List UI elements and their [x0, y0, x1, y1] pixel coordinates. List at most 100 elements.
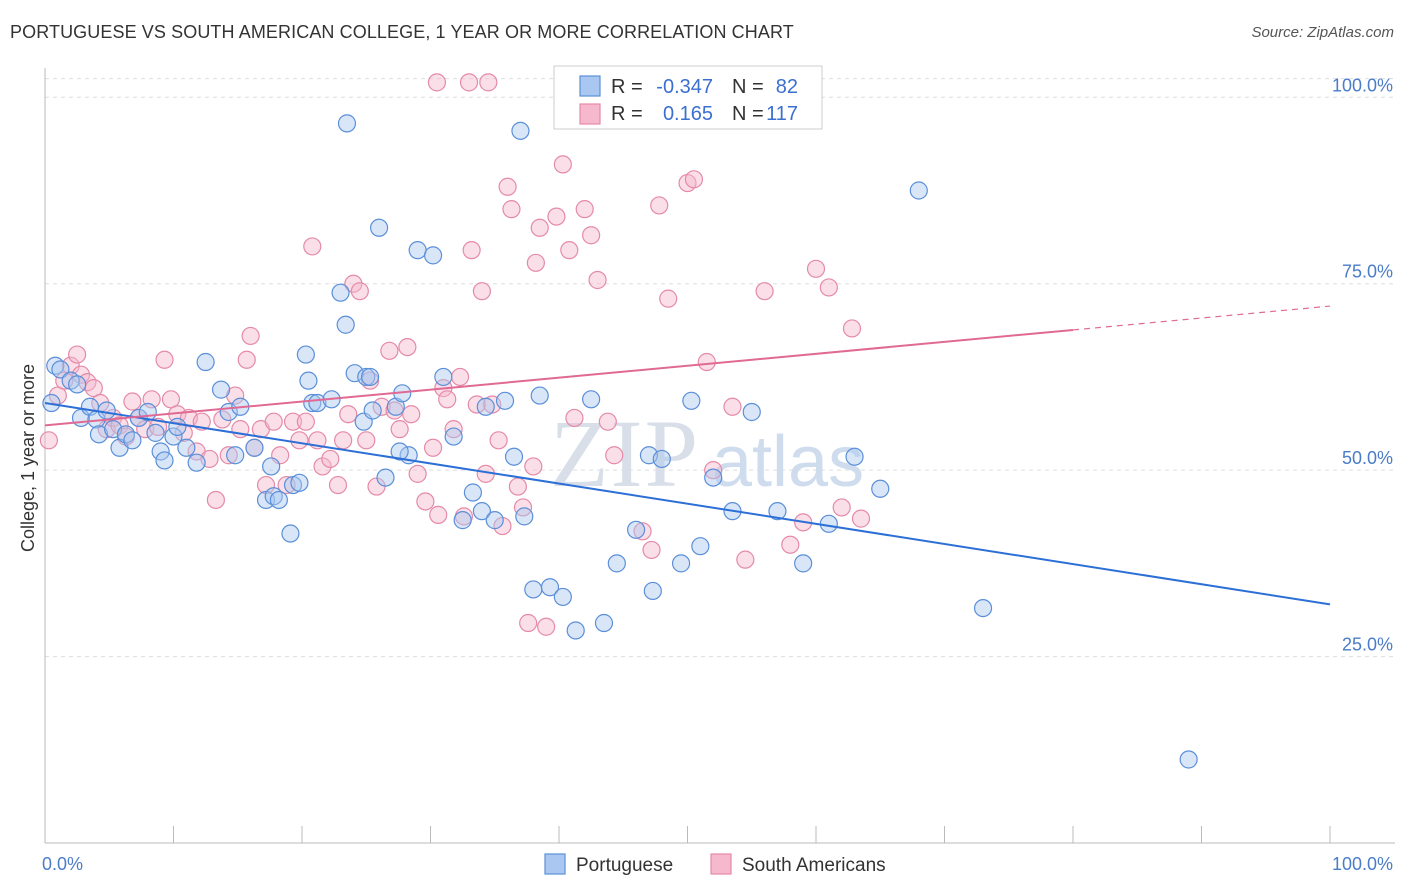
south-americans-point-5: [71, 365, 91, 384]
south-americans-trend-extension: [1072, 305, 1331, 331]
stats-legend: R = -0.347 N = 82 R = 0.165 N = 117: [553, 65, 823, 130]
south-americans-point-113: [427, 73, 447, 92]
portuguese-point-21: [177, 438, 196, 457]
series-legend: Portuguese South Americans: [544, 853, 886, 876]
south-americans-point-18: [155, 350, 174, 369]
south-americans-point-108: [806, 259, 826, 278]
south-americans-point-42: [303, 237, 322, 256]
south-americans-point-106: [781, 535, 800, 554]
portuguese-point-65: [515, 507, 534, 526]
south-americans-point-103: [723, 397, 742, 416]
south-americans-points: [39, 69, 871, 636]
portuguese-point-59: [463, 483, 483, 502]
watermark: ZIP atlas: [550, 400, 864, 507]
portuguese-point-18: [155, 451, 174, 470]
south-americans-point-98: [659, 289, 678, 308]
portuguese-point-37: [299, 371, 318, 390]
south-americans-point-83: [537, 617, 556, 636]
south-americans-point-104: [736, 550, 755, 569]
south-americans-r-value: 0.165: [663, 103, 713, 125]
portuguese-n-value: 82: [776, 76, 798, 98]
portuguese-points: [42, 114, 1198, 769]
portuguese-point-56: [434, 367, 453, 387]
chart-title: PORTUGUESE VS SOUTH AMERICAN COLLEGE, 1 …: [10, 22, 794, 42]
portuguese-point-53: [390, 442, 409, 461]
x-tick-label-0: 0.0%: [42, 854, 83, 874]
south-americans-point-105: [755, 282, 774, 301]
south-americans-point-58: [398, 338, 417, 357]
south-americans-point-49: [344, 274, 363, 293]
south-americans-point-96: [642, 540, 661, 560]
portuguese-point-24: [211, 380, 231, 399]
portuguese-trend-line: [44, 402, 1331, 606]
portuguese-point-23: [196, 352, 215, 372]
south-americans-point-59: [402, 405, 421, 424]
south-americans-point-27: [213, 410, 232, 429]
south-americans-n-label: N =: [732, 103, 764, 125]
south-americans-trend-line: [44, 328, 1074, 427]
portuguese-point-22: [187, 453, 206, 472]
south-americans-point-78: [508, 477, 527, 496]
south-americans-point-86: [560, 241, 579, 260]
south-americans-point-116: [526, 253, 545, 272]
legend-portuguese-swatch: [544, 853, 566, 875]
south-americans-point-97: [650, 196, 669, 215]
south-americans-point-69: [462, 241, 481, 260]
portuguese-point-84: [768, 502, 787, 521]
south-americans-swatch: [579, 103, 601, 125]
portuguese-point-89: [909, 181, 928, 200]
portuguese-point-42: [336, 315, 355, 334]
south-americans-n-value: 117: [766, 103, 798, 125]
portuguese-point-80: [691, 537, 710, 556]
south-americans-point-0: [39, 431, 58, 450]
portuguese-point-13: [123, 431, 142, 450]
portuguese-point-72: [594, 613, 614, 633]
portuguese-point-68: [540, 578, 560, 597]
south-americans-point-77: [502, 200, 521, 219]
portuguese-point-45: [357, 367, 376, 387]
south-americans-point-39: [283, 412, 303, 431]
south-americans-point-51: [357, 431, 376, 450]
portuguese-point-81: [704, 468, 723, 487]
south-americans-point-112: [851, 509, 871, 528]
y-tick-labels: 25.0% 50.0% 75.0% 100.0%: [1332, 75, 1393, 654]
south-americans-point-67: [450, 367, 470, 387]
portuguese-point-19: [164, 427, 183, 446]
portuguese-point-60: [472, 502, 491, 521]
portuguese-point-54: [408, 241, 427, 260]
south-americans-point-41: [296, 412, 315, 431]
south-americans-point-82: [530, 218, 549, 237]
y-tick-label-1: 50.0%: [1342, 448, 1393, 468]
south-americans-point-109: [819, 278, 838, 297]
south-americans-point-55: [380, 341, 399, 360]
south-americans-point-110: [832, 498, 851, 517]
south-americans-point-85: [553, 155, 572, 174]
south-americans-point-111: [842, 319, 862, 338]
portuguese-point-87: [845, 447, 864, 466]
south-americans-point-45: [321, 449, 340, 469]
portuguese-point-51: [363, 401, 382, 420]
portuguese-point-77: [652, 449, 671, 469]
portuguese-point-78: [671, 554, 691, 573]
portuguese-point-85: [794, 554, 813, 573]
legend-south-americans-swatch: [710, 853, 732, 875]
south-americans-point-74: [489, 431, 508, 450]
watermark-zip: ZIP: [550, 400, 700, 507]
portuguese-point-4: [68, 375, 87, 394]
portuguese-point-71: [582, 390, 601, 409]
portuguese-point-92: [337, 114, 357, 133]
portuguese-point-47: [370, 218, 389, 237]
south-americans-point-32: [241, 326, 260, 346]
portuguese-r-label: R =: [611, 76, 643, 98]
portuguese-point-16: [146, 423, 165, 442]
south-americans-point-102: [704, 461, 723, 480]
portuguese-point-74: [626, 520, 646, 539]
south-americans-point-80: [519, 613, 538, 633]
portuguese-point-61: [476, 397, 495, 416]
portuguese-point-30: [262, 457, 281, 476]
portuguese-point-36: [296, 345, 315, 364]
portuguese-point-41: [331, 283, 350, 302]
south-americans-point-4: [68, 345, 87, 364]
south-americans-point-84: [547, 207, 566, 226]
